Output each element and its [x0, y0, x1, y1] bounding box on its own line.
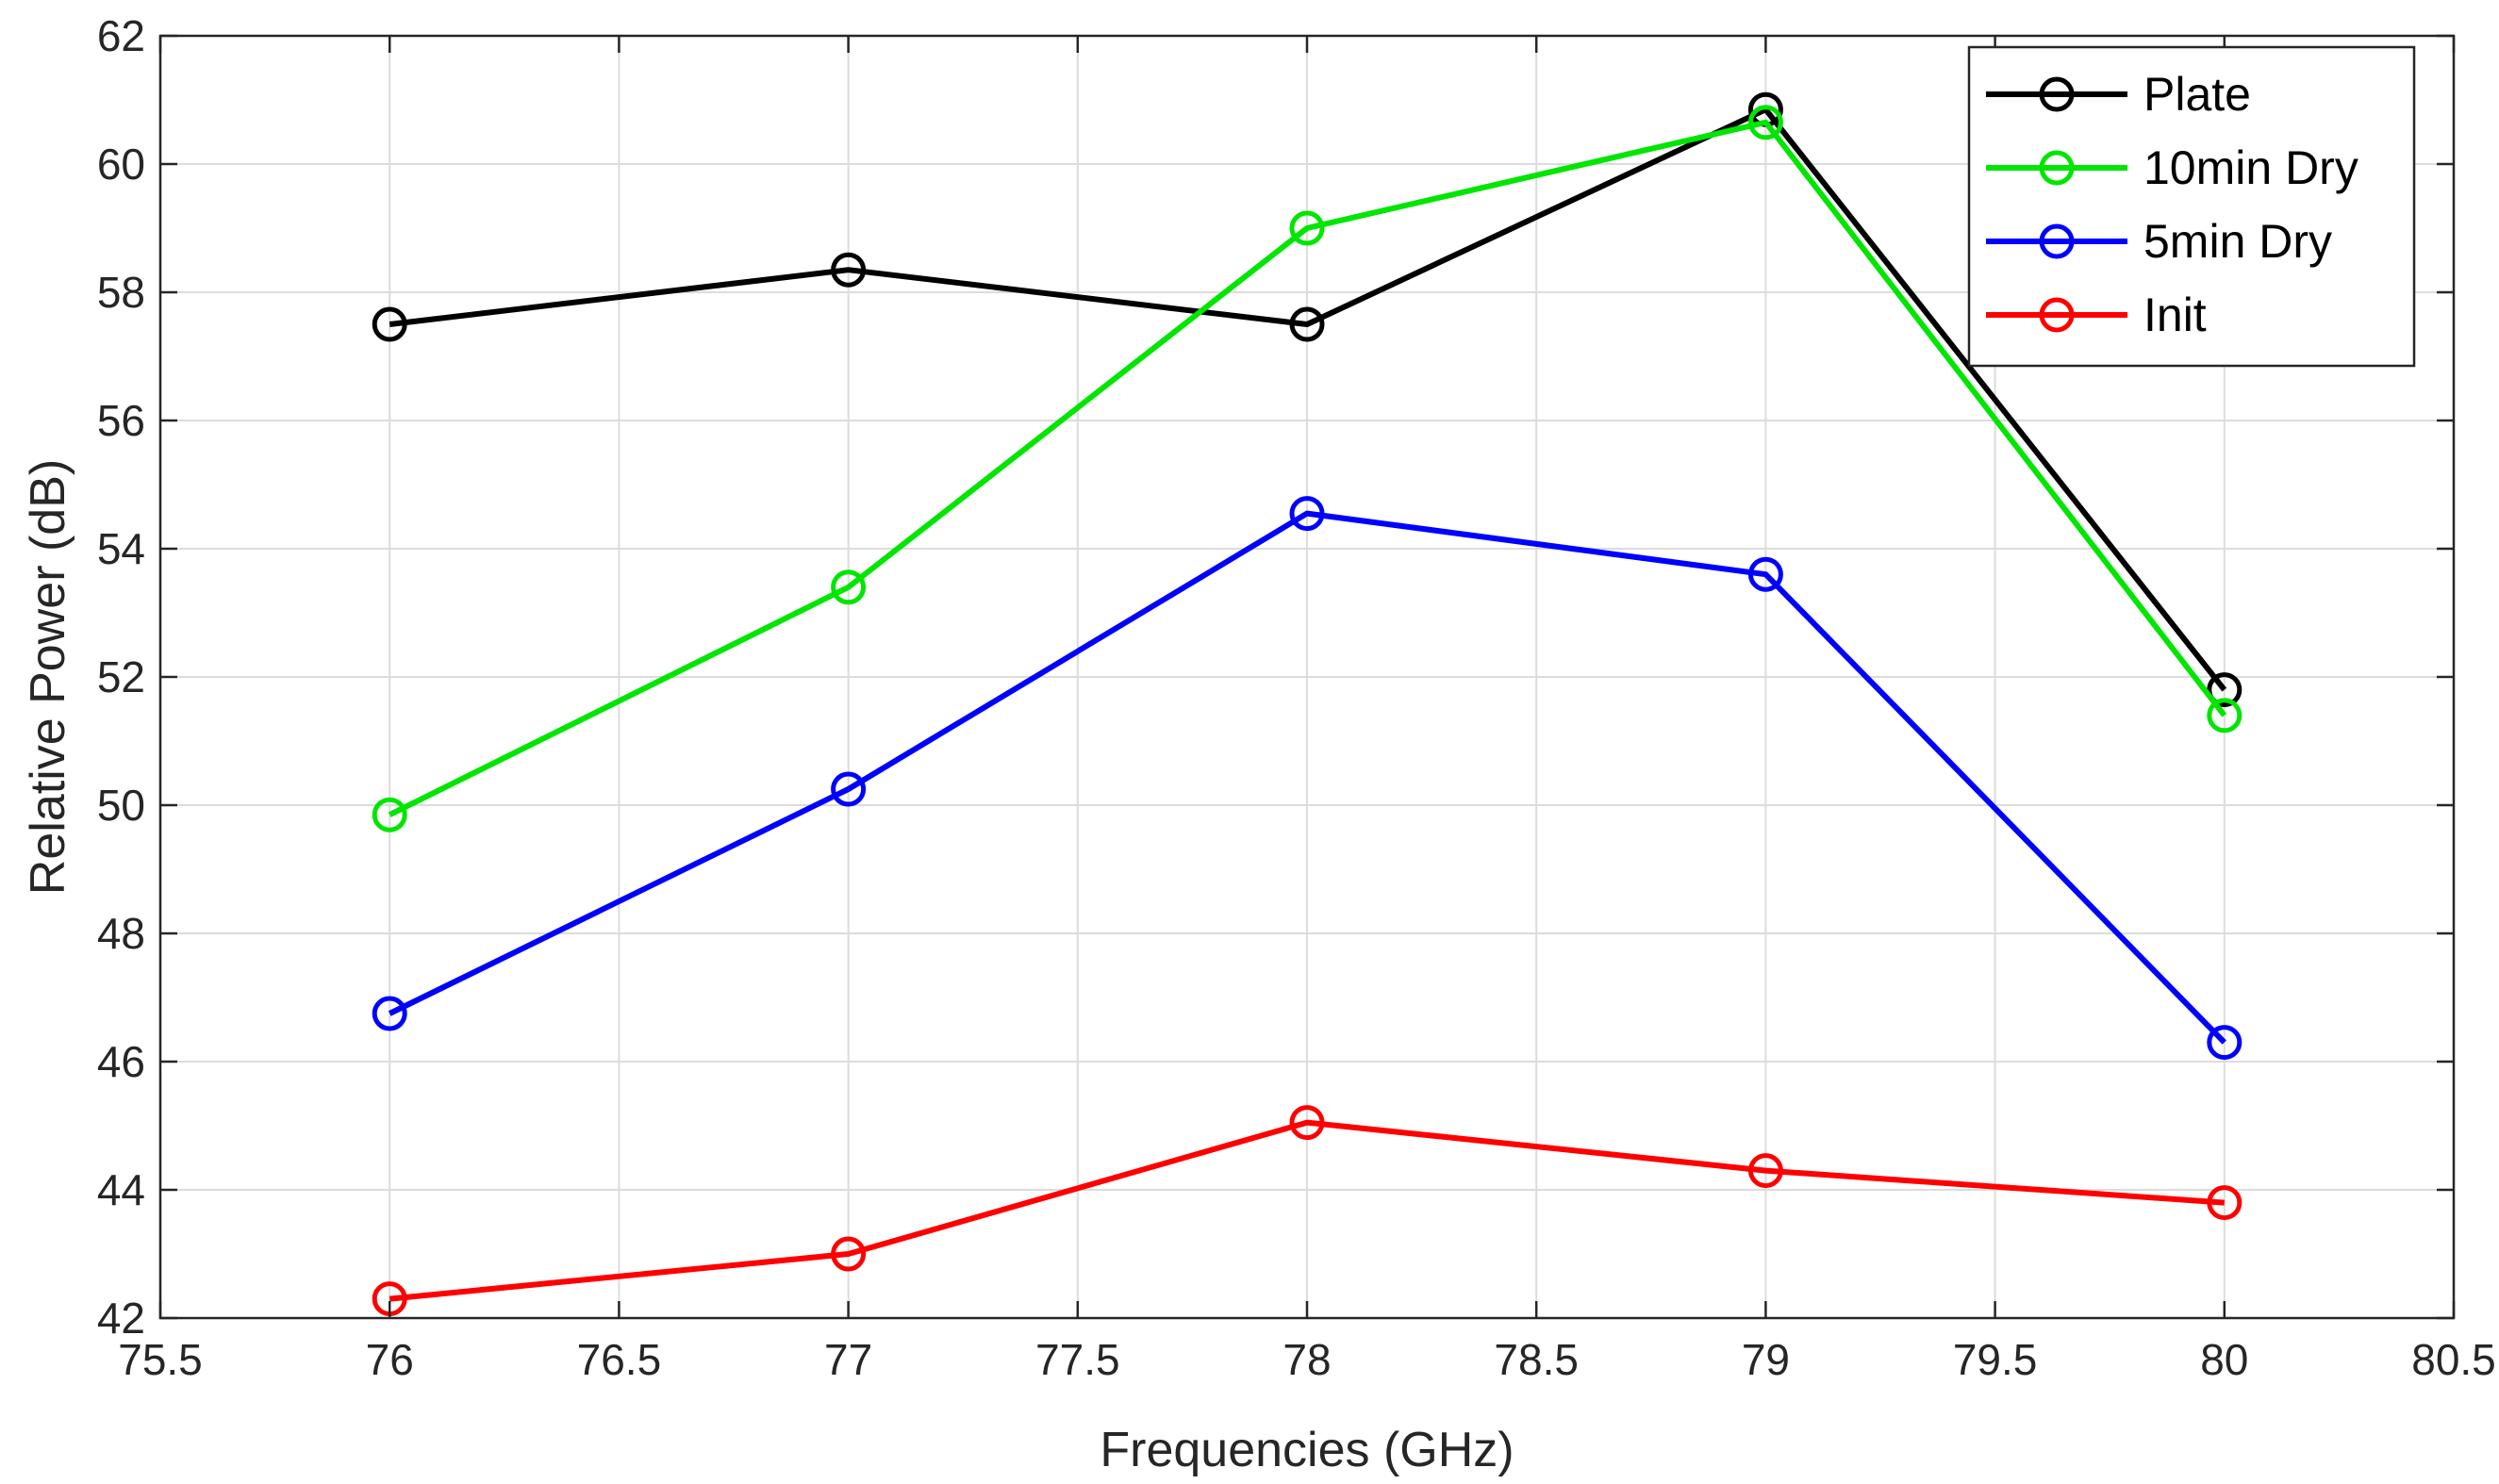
x-tick-label: 80.5: [2411, 1335, 2496, 1384]
data-point-init: [1289, 1105, 1325, 1141]
x-tick-label: 77: [824, 1335, 872, 1384]
series-layer: [372, 91, 2242, 1317]
legend-label: 5min Dry: [2143, 215, 2332, 268]
x-tick-label: 80: [2200, 1335, 2248, 1384]
legend-marker: [2039, 297, 2075, 333]
x-tick-label: 76.5: [577, 1335, 662, 1384]
y-tick-label: 58: [97, 268, 145, 317]
x-axis-label: Frequencies (GHz): [1100, 1423, 1514, 1477]
x-tick-label: 78.5: [1494, 1335, 1579, 1384]
data-point-10min-dry: [372, 797, 407, 833]
legend-item-plate: Plate: [1986, 68, 2251, 121]
series-line-init: [389, 1119, 2226, 1302]
x-tick-label: 79: [1742, 1335, 1790, 1384]
data-point-5min-dry: [1747, 556, 1783, 592]
y-tick-label: 62: [97, 11, 145, 60]
legend-item-10min-dry: 10min Dry: [1986, 141, 2358, 194]
y-tick-label: 60: [97, 140, 145, 189]
data-point-init: [831, 1236, 867, 1272]
y-tick-label: 52: [97, 652, 145, 701]
data-point-plate: [372, 306, 407, 342]
series-line-5min-dry: [388, 510, 2226, 1045]
legend-item-5min-dry: 5min Dry: [1986, 215, 2332, 268]
data-point-10min-dry: [1289, 210, 1325, 246]
data-point-plate: [831, 252, 867, 288]
data-point-plate: [2207, 672, 2242, 708]
tick-labels: 75.5 76 76.5 77 77.5 78 78.5 79 79.5 80 80.5 42 44 46…: [97, 11, 2496, 1384]
data-point-10min-dry: [831, 569, 867, 605]
ticks: [158, 34, 2456, 1320]
x-tick-label: 76: [366, 1335, 414, 1384]
y-tick-label: 54: [97, 524, 145, 573]
data-point-5min-dry: [831, 771, 867, 807]
legend-marker: [2039, 150, 2075, 186]
legend-marker: [2039, 76, 2075, 112]
legend-label: 10min Dry: [2143, 141, 2358, 194]
data-point-init: [1747, 1153, 1783, 1189]
series-10min-dry: [372, 105, 2242, 833]
x-tick-label: 79.5: [1953, 1335, 2038, 1384]
x-tick-label: 75.5: [118, 1335, 203, 1384]
y-tick-label: 42: [97, 1294, 145, 1343]
series-line-10min-dry: [388, 119, 2227, 817]
data-point-5min-dry: [2207, 1025, 2242, 1061]
series-init: [372, 1105, 2242, 1317]
y-axis-label: Relative Power (dB): [21, 459, 75, 895]
data-point-5min-dry: [372, 996, 407, 1031]
legend-label: Init: [2143, 289, 2207, 341]
legend-label: Plate: [2143, 68, 2251, 121]
data-point-10min-dry: [2207, 698, 2242, 734]
legend-marker: [2039, 223, 2075, 259]
data-point-init: [2207, 1185, 2242, 1221]
x-tick-label: 78: [1283, 1335, 1331, 1384]
data-point-5min-dry: [1289, 496, 1325, 532]
series-plate: [372, 91, 2242, 708]
y-tick-label: 48: [97, 909, 145, 958]
x-tick-label: 77.5: [1035, 1335, 1120, 1384]
y-tick-label: 44: [97, 1165, 145, 1214]
y-tick-label: 50: [97, 781, 145, 830]
y-tick-label: 56: [97, 396, 145, 445]
series-line-plate: [389, 107, 2227, 692]
data-point-10min-dry: [1747, 105, 1783, 140]
legend: Plate 10min Dry 5min Dry Init: [1967, 45, 2416, 368]
series-5min-dry: [372, 496, 2242, 1061]
y-tick-label: 46: [97, 1037, 145, 1086]
data-point-plate: [1289, 306, 1325, 342]
legend-item-init: Init: [1986, 289, 2207, 341]
